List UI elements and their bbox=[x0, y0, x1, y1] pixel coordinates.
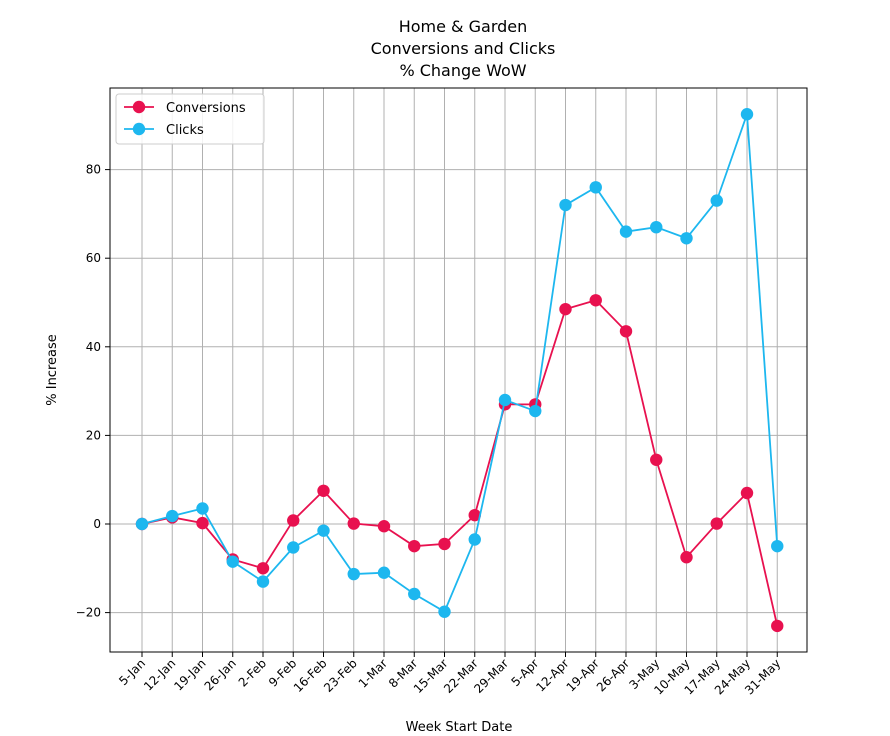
data-point bbox=[468, 508, 481, 522]
data-point bbox=[680, 551, 693, 564]
data-point bbox=[710, 194, 723, 207]
data-point bbox=[619, 225, 633, 238]
series-clicks bbox=[135, 108, 784, 618]
data-point bbox=[559, 198, 572, 212]
data-point bbox=[317, 524, 330, 537]
data-point bbox=[650, 220, 663, 234]
y-tick-label: 20 bbox=[86, 428, 101, 442]
data-point bbox=[256, 562, 270, 575]
series-lines bbox=[135, 108, 784, 633]
x-tick-label: 19-Jan bbox=[171, 656, 208, 693]
data-point bbox=[347, 517, 360, 530]
y-tick-label: 0 bbox=[93, 517, 101, 531]
legend-marker bbox=[132, 100, 146, 114]
x-tick-label: 26-Jan bbox=[202, 656, 239, 693]
axes: −200204060805-Jan12-Jan19-Jan26-Jan2-Feb… bbox=[76, 87, 808, 698]
data-point bbox=[650, 453, 663, 466]
data-point bbox=[771, 619, 784, 633]
data-point bbox=[135, 517, 149, 531]
data-point bbox=[377, 566, 391, 579]
x-tick-label: 2-Feb bbox=[236, 656, 269, 689]
data-point bbox=[287, 541, 300, 554]
data-point bbox=[680, 232, 693, 245]
data-point bbox=[740, 486, 754, 500]
x-tick-label: 1-Mar bbox=[356, 656, 390, 690]
data-point bbox=[408, 587, 421, 601]
data-point bbox=[529, 404, 542, 418]
data-point bbox=[317, 484, 330, 497]
x-tick-label: 12-Apr bbox=[533, 656, 571, 694]
data-point bbox=[589, 181, 602, 194]
chart-title: Home & Garden Conversions and Clicks % Cha… bbox=[371, 17, 556, 80]
series-line bbox=[141, 299, 779, 627]
chart-title-line: Conversions and Clicks bbox=[371, 39, 556, 58]
x-tick-label: 12-Jan bbox=[141, 656, 178, 693]
data-point bbox=[196, 516, 209, 530]
data-point bbox=[226, 555, 239, 568]
series-line bbox=[141, 113, 779, 614]
y-tick-label: 80 bbox=[86, 163, 101, 177]
data-point bbox=[559, 302, 572, 316]
chart-title-line: Home & Garden bbox=[399, 17, 528, 36]
data-point bbox=[438, 605, 451, 618]
y-tick-label: −20 bbox=[76, 606, 101, 620]
x-tick-label: 29-Mar bbox=[471, 656, 511, 696]
legend-marker bbox=[132, 122, 146, 136]
chart-title-line: % Change WoW bbox=[399, 61, 526, 80]
legend-label: Conversions bbox=[166, 101, 246, 116]
data-point bbox=[256, 575, 270, 588]
data-point bbox=[438, 537, 451, 551]
data-point bbox=[619, 325, 633, 338]
data-point bbox=[166, 509, 179, 523]
legend: Conversions Clicks bbox=[115, 93, 265, 145]
y-axis-label: % Increase bbox=[45, 334, 60, 406]
data-point bbox=[498, 393, 512, 407]
grid bbox=[110, 88, 807, 652]
data-point bbox=[347, 567, 360, 581]
x-axis-label: Week Start Date bbox=[406, 720, 513, 735]
data-point bbox=[740, 108, 754, 121]
data-point bbox=[408, 539, 421, 553]
plot-frame bbox=[109, 87, 808, 653]
data-point bbox=[589, 294, 602, 307]
y-tick-label: 40 bbox=[86, 340, 101, 354]
y-tick-label: 60 bbox=[86, 251, 101, 265]
data-point bbox=[710, 517, 723, 530]
x-tick-label: 26-Apr bbox=[594, 656, 632, 694]
data-point bbox=[287, 514, 300, 527]
data-point bbox=[196, 502, 209, 515]
x-tick-label: 23-Feb bbox=[321, 656, 360, 695]
x-tick-label: 19-Apr bbox=[564, 656, 602, 694]
data-point bbox=[468, 533, 481, 546]
legend-label: Clicks bbox=[166, 123, 204, 138]
data-point bbox=[377, 520, 391, 533]
data-point bbox=[771, 539, 784, 553]
